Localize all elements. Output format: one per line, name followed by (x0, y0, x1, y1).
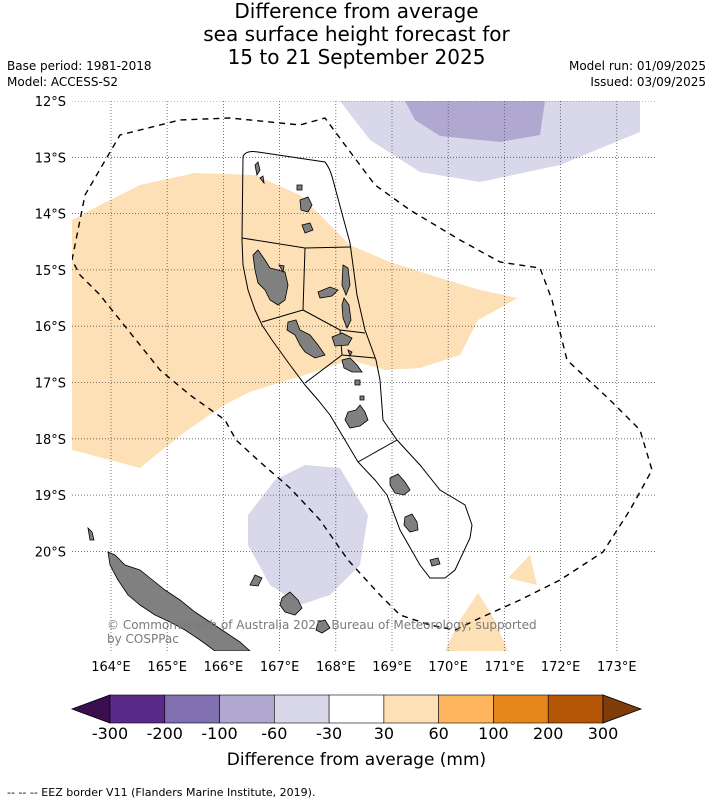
title-line-2: sea surface height forecast for (203, 22, 510, 46)
island-new-caledonia (107, 551, 251, 651)
island-ureparapara (296, 184, 303, 191)
island-efate (344, 404, 369, 429)
anomaly-region-positive-30-se1 (508, 555, 537, 585)
meta-right: Model run: 01/09/2025 Issued: 03/09/2025 (569, 58, 706, 90)
colorbar-tick-label: -60 (261, 724, 288, 743)
graticule (72, 101, 656, 651)
island-tanna (403, 513, 419, 533)
island-efate-small (359, 395, 365, 401)
island-espiritu-santo (252, 249, 289, 306)
anomaly-region-positive-30-se2 (445, 593, 508, 651)
map-title: Difference from average sea surface heig… (0, 0, 713, 69)
colorbar-segment (438, 694, 494, 724)
zone-boundary-internal-6 (357, 439, 398, 463)
latitude-label: 16°S (35, 320, 66, 335)
copyright-line-1: © Commonwealth of Australia 2025, Bureau… (107, 618, 537, 632)
island-vanua-lava (299, 196, 313, 213)
copyright-line-2: by COSPPac (107, 632, 179, 646)
eez-footnote: -- -- -- EEZ border V11 (Flanders Marine… (7, 786, 316, 799)
longitude-label: 173°E (597, 660, 637, 675)
model-name: Model: ACCESS-S2 (7, 75, 119, 89)
island-epi (341, 357, 363, 373)
colorbar-tick-label: 300 (587, 724, 619, 743)
island-santo-small (278, 264, 285, 274)
title-line-1: Difference from average (234, 0, 479, 23)
colorbar (70, 694, 643, 724)
colorbar-tick-label: -100 (201, 724, 238, 743)
model-run: Model run: 01/09/2025 (568, 59, 706, 73)
island-torres (254, 161, 261, 177)
colorbar-segment (274, 694, 330, 724)
latitude-label: 19°S (35, 489, 66, 504)
colorbar-segment (109, 694, 166, 724)
colorbar-segment (493, 694, 549, 724)
colorbar-segment (328, 694, 385, 724)
islands (87, 161, 441, 651)
longitude-label: 166°E (204, 660, 244, 675)
issued-date: Issued: 03/09/2025 (590, 75, 706, 89)
latitude-label: 20°S (35, 545, 66, 560)
island-paama (347, 349, 353, 358)
island-pentecost (341, 297, 352, 329)
colorbar-segment (219, 694, 275, 724)
latitude-label: 17°S (35, 377, 66, 392)
longitude-label: 167°E (260, 660, 300, 675)
zone-boundary-outer (241, 151, 473, 579)
longitude-label: 169°E (372, 660, 412, 675)
longitude-label: 165°E (147, 660, 187, 675)
island-ambae (317, 286, 339, 299)
colorbar-tick-label: 60 (428, 724, 449, 743)
colorbar-tick-label: -300 (91, 724, 129, 743)
colorbar-tick-label: -200 (146, 724, 183, 743)
colorbar-segment (164, 694, 220, 724)
title-line-3: 15 to 21 September 2025 (227, 45, 486, 69)
latitude-label: 13°S (35, 151, 66, 166)
island-torres-2 (259, 175, 265, 185)
latitude-label: 12°S (35, 95, 66, 110)
island-shepherds (354, 379, 361, 386)
latitude-labels: 12°S 13°S 14°S 15°S 16°S 17°S 18°S 19°S 20°S (35, 95, 66, 560)
longitude-label: 170°E (428, 660, 468, 675)
base-period: Base period: 1981-2018 (7, 59, 152, 73)
colorbar-arrow-low (70, 694, 111, 724)
zone-boundary-internal-5 (341, 354, 376, 359)
island-maewo (341, 264, 351, 297)
colorbar-segment (547, 694, 604, 724)
latitude-label: 18°S (35, 433, 66, 448)
island-belep (87, 526, 95, 541)
longitude-label: 171°E (485, 660, 525, 675)
island-ambrym (331, 332, 353, 347)
map-area: © Commonwealth of Australia 2025, Bureau… (72, 101, 656, 651)
latitude-label: 15°S (35, 264, 66, 279)
island-malekula (286, 319, 326, 359)
island-ouvea (249, 574, 263, 587)
colorbar-tick-label: 100 (478, 724, 509, 743)
colorbar-segment (383, 694, 439, 724)
anomaly-region-negative-60-south (248, 465, 368, 605)
island-aneityum (429, 557, 441, 567)
colorbar-tick-label: 30 (373, 724, 395, 743)
colorbar-arrow-high (602, 694, 643, 724)
island-lifou (279, 591, 303, 616)
colorbar-tick-label: 200 (532, 724, 564, 743)
anomaly-region-negative-100 (405, 101, 545, 142)
island-erromango (389, 473, 411, 496)
latitude-label: 14°S (35, 208, 66, 223)
longitude-labels: 164°E 165°E 166°E 167°E 168°E 169°E 170°E 171°E… (91, 660, 636, 675)
longitude-label: 168°E (316, 660, 356, 675)
island-mare (315, 619, 331, 634)
meta-left: Base period: 1981-2018 Model: ACCESS-S2 (7, 58, 152, 90)
island-gaua (301, 222, 314, 234)
colorbar-label: Difference from average (mm) (226, 750, 487, 770)
longitude-label: 164°E (91, 660, 131, 675)
longitude-label: 172°E (541, 660, 581, 675)
anomaly-region-negative-60 (340, 101, 640, 182)
colorbar-tick-label: -30 (316, 724, 343, 743)
